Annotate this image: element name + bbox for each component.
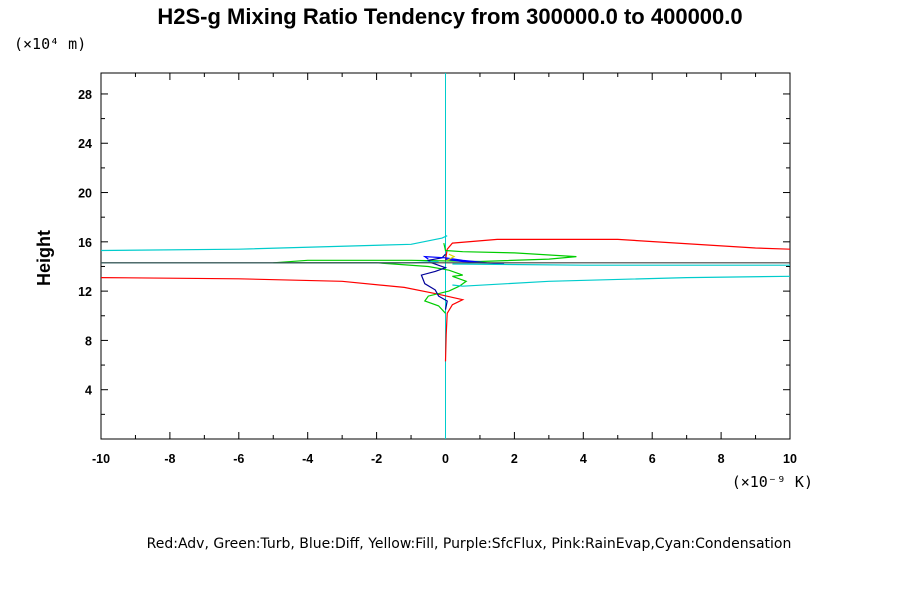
x-tick-label: 10	[783, 452, 797, 466]
series-line-2	[420, 253, 448, 310]
series-line-3	[422, 255, 505, 265]
y-scale-label: (×10⁴ m)	[14, 35, 86, 53]
x-tick-label: 4	[580, 452, 587, 466]
x-tick-label: 6	[649, 452, 656, 466]
y-tick-label: 24	[78, 137, 92, 151]
x-tick-label: -2	[371, 452, 382, 466]
series-line-4	[446, 253, 456, 261]
y-tick-label: 4	[85, 384, 92, 398]
legend-text: Red:Adv, Green:Turb, Blue:Diff, Yellow:F…	[147, 536, 792, 552]
x-scale-label: (×10⁻⁹ K)	[732, 473, 813, 491]
x-tick-label: -10	[92, 452, 110, 466]
x-tick-label: -4	[302, 452, 313, 466]
series-line-0	[100, 238, 791, 362]
x-tick-label: 0	[442, 452, 449, 466]
x-tick-label: -6	[233, 452, 244, 466]
y-axis-label: Height	[34, 230, 54, 286]
y-tick-label: 16	[78, 236, 92, 250]
x-tick-label: 2	[511, 452, 518, 466]
chart-title: H2S-g Mixing Ratio Tendency from 300000.…	[157, 4, 742, 29]
series-line-1	[273, 242, 577, 314]
y-tick-label: 20	[78, 187, 92, 201]
y-tick-label: 8	[85, 334, 92, 348]
x-tick-label: -8	[164, 452, 175, 466]
y-tick-label: 28	[78, 88, 92, 102]
x-tick-label: 8	[718, 452, 725, 466]
y-tick-label: 12	[78, 285, 92, 299]
